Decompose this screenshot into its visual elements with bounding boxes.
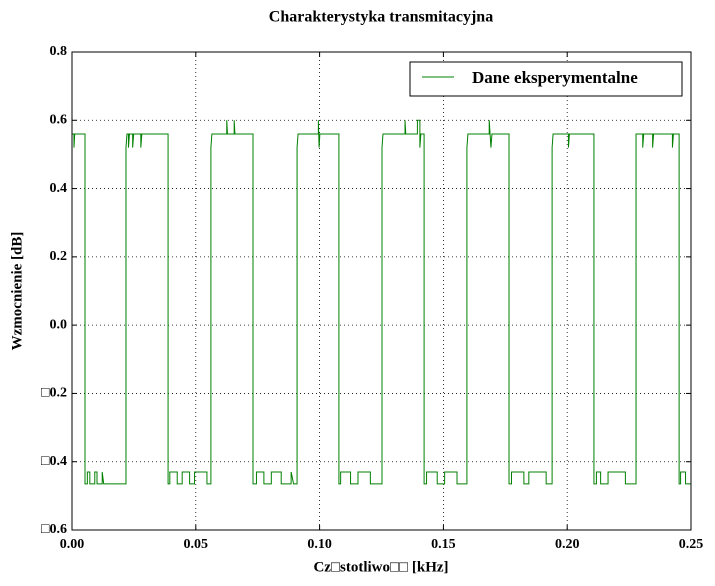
y-tick-label: 0.0 (50, 317, 68, 332)
y-tick-label: □0.6 (41, 522, 67, 537)
x-tick-label: 0.25 (679, 537, 704, 552)
x-tick-label: 0.15 (431, 537, 456, 552)
x-axis-label: Cz□stotliwo□□ [kHz] (313, 559, 448, 575)
y-tick-label: 0.2 (50, 249, 68, 264)
y-axis-label: Wzmocnienie [dB] (9, 232, 25, 351)
data-line (72, 119, 691, 485)
y-tick-label: 0.6 (50, 113, 68, 128)
y-tick-label: □0.2 (41, 386, 67, 401)
y-tick-label: 0.8 (50, 44, 68, 59)
x-tick-label: 0.05 (184, 537, 209, 552)
x-tick-label: 0.10 (307, 537, 332, 552)
legend-box (409, 61, 683, 97)
chart-title: Charakterystyka transmitacyjna (269, 9, 493, 26)
legend-label: Dane eksperymentalne (472, 68, 638, 87)
x-tick-label: 0.20 (555, 537, 580, 552)
y-tick-label: 0.4 (50, 181, 68, 196)
y-tick-label: □0.4 (41, 454, 67, 469)
plot-frame (71, 51, 692, 531)
x-tick-label: 0.00 (60, 537, 85, 552)
